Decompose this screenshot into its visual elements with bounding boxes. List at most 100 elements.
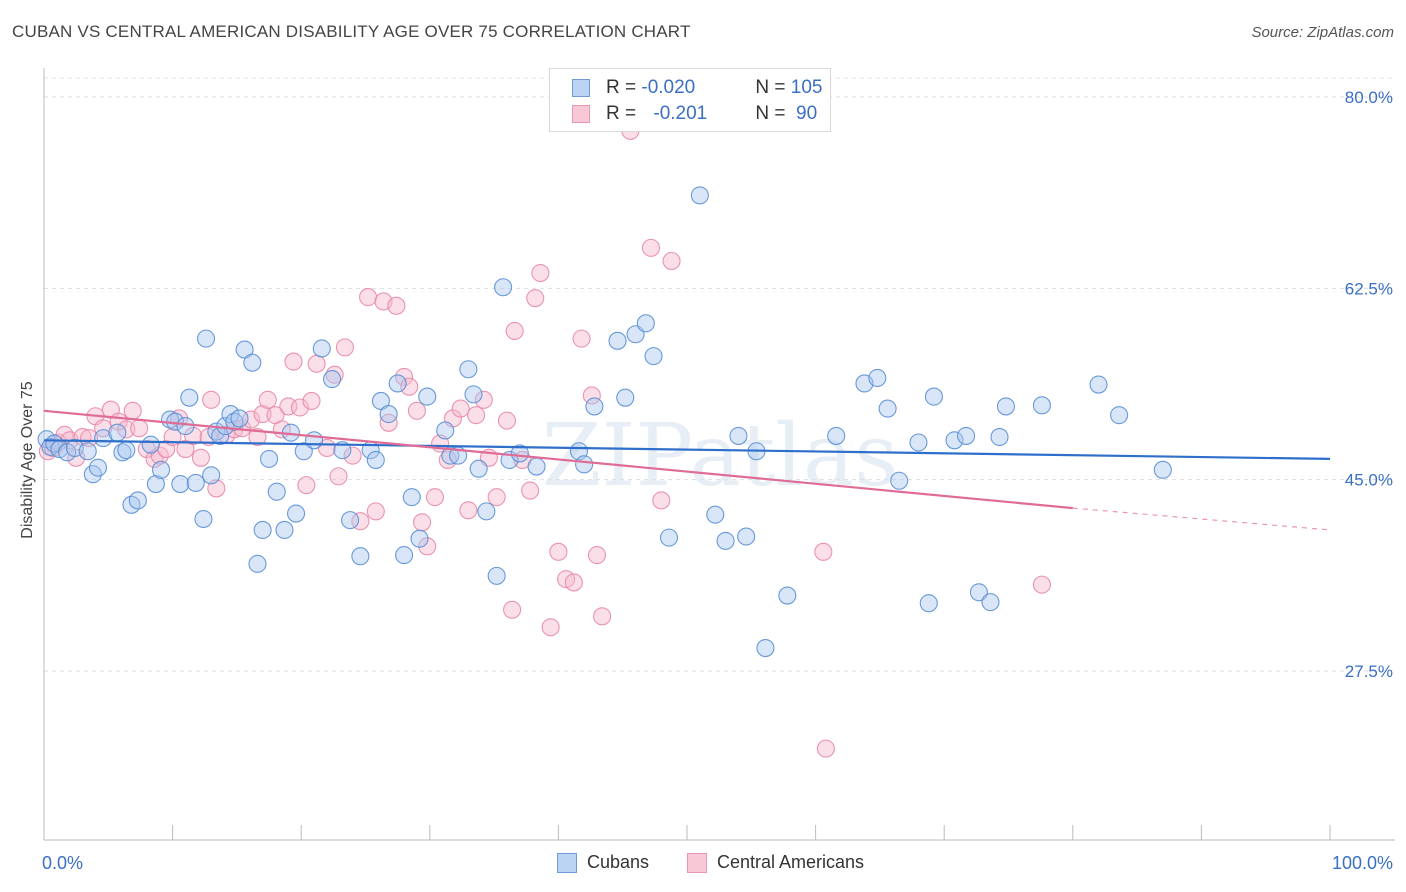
central-american-point xyxy=(184,426,203,445)
cuban-point xyxy=(487,566,506,585)
source-label: Source: ZipAtlas.com xyxy=(1251,24,1394,41)
y-tick-label: 45.0% xyxy=(1345,471,1393,490)
y-tick-label: 80.0% xyxy=(1345,88,1393,107)
cuban-point xyxy=(418,387,437,406)
central-american-point xyxy=(582,386,601,405)
central-american-point xyxy=(202,390,221,409)
central-american-point xyxy=(302,391,321,410)
cuban-point xyxy=(756,638,775,658)
cuban-point xyxy=(969,583,988,602)
legend-n-value: 105 xyxy=(790,77,823,98)
cuban-point xyxy=(305,431,324,450)
cuban-point xyxy=(778,586,797,605)
cuban-point xyxy=(259,449,279,468)
legend-row-central: R = -0.201 N = 90 xyxy=(572,101,817,127)
central-american-point xyxy=(451,399,470,418)
central-american-point xyxy=(549,542,568,561)
cuban-point xyxy=(575,455,594,474)
central-swatch xyxy=(572,105,590,123)
cuban-point xyxy=(78,442,97,461)
central-american-point xyxy=(366,502,385,521)
bottom-legend-cubans: Cubans xyxy=(557,852,649,873)
cuban-point xyxy=(690,186,709,205)
grid-lines xyxy=(44,77,1395,672)
cuban-point xyxy=(1110,406,1129,425)
central-american-point xyxy=(191,448,210,467)
cuban-point xyxy=(402,488,421,507)
legend-r-value: -0.201 xyxy=(653,103,708,124)
central-american-point xyxy=(359,288,378,307)
central-american-point xyxy=(425,488,444,507)
cuban-point xyxy=(1089,375,1108,394)
central-american-point xyxy=(297,476,316,495)
cuban-point xyxy=(151,460,171,479)
cuban-point xyxy=(716,531,735,550)
central-legend-label: Central Americans xyxy=(717,852,865,872)
central-american-point xyxy=(248,427,267,447)
cuban-point xyxy=(990,427,1009,447)
cuban-point xyxy=(996,397,1015,416)
legend-n-label: N = xyxy=(755,103,791,124)
y-tick-label: 62.5% xyxy=(1345,279,1393,298)
cuban-point xyxy=(351,547,370,566)
cuban-point xyxy=(230,409,249,428)
central-american-point xyxy=(130,419,149,438)
cuban-point xyxy=(248,554,267,573)
cuban-point xyxy=(477,502,496,521)
cuban-point xyxy=(341,511,360,530)
cuban-point xyxy=(957,426,976,445)
cuban-point xyxy=(388,374,407,393)
cuban-point xyxy=(878,399,897,418)
cuban-point xyxy=(225,412,244,431)
cuban-point xyxy=(312,339,331,358)
cuban-point xyxy=(88,458,108,477)
cuban-point xyxy=(128,491,147,510)
central-american-point xyxy=(387,296,406,315)
central-american-point xyxy=(253,405,272,424)
central-american-point xyxy=(123,401,142,420)
cubans-legend-label: Cubans xyxy=(587,852,650,872)
central-american-point xyxy=(564,573,583,592)
cuban-point xyxy=(323,370,342,389)
cuban-point xyxy=(510,444,529,463)
central-american-point xyxy=(497,411,517,430)
cuban-point xyxy=(924,387,943,406)
central-american-point xyxy=(343,446,362,465)
central-american-point xyxy=(487,488,506,507)
cuban-point xyxy=(945,431,964,450)
cuban-point xyxy=(366,450,385,470)
central-american-point xyxy=(474,390,493,409)
cuban-point xyxy=(253,520,272,540)
cuban-point xyxy=(180,388,199,407)
cuban-point xyxy=(890,471,909,490)
central-american-point xyxy=(587,546,607,565)
cubans-legend-swatch xyxy=(557,852,577,873)
tick-labels: 27.5% 45.0% 62.5% 80.0% 0.0% 100.0% xyxy=(42,88,1393,873)
central-american-point xyxy=(467,406,486,425)
central-trend-extension xyxy=(1072,507,1331,531)
x-tick-label-start: 0.0% xyxy=(42,853,83,873)
cubans-trend-line xyxy=(43,439,1331,460)
legend-n-value: 90 xyxy=(790,103,818,124)
central-american-point xyxy=(459,501,478,520)
central-american-point xyxy=(418,537,437,556)
central-american-point xyxy=(79,429,99,448)
cuban-point xyxy=(737,527,756,546)
cuban-point xyxy=(616,388,635,407)
central-american-point xyxy=(505,321,524,341)
cuban-point xyxy=(108,423,127,442)
cuban-point xyxy=(171,474,190,494)
cuban-point xyxy=(243,353,262,372)
central-american-point xyxy=(662,251,681,271)
cubans-swatch xyxy=(572,79,590,97)
legend-r-label: R = xyxy=(606,77,642,98)
legend-n-label: N = xyxy=(755,77,791,98)
cuban-point xyxy=(868,368,887,388)
cuban-point xyxy=(469,459,488,478)
cuban-point xyxy=(395,546,414,565)
watermark: ZIPatlas xyxy=(542,406,898,506)
legend-r-value: -0.020 xyxy=(641,77,696,98)
correlation-legend: R = -0.020 N = 105 R = -0.201 N = 90 xyxy=(549,68,831,132)
central-american-point xyxy=(400,377,419,396)
central-american-point xyxy=(526,289,545,308)
